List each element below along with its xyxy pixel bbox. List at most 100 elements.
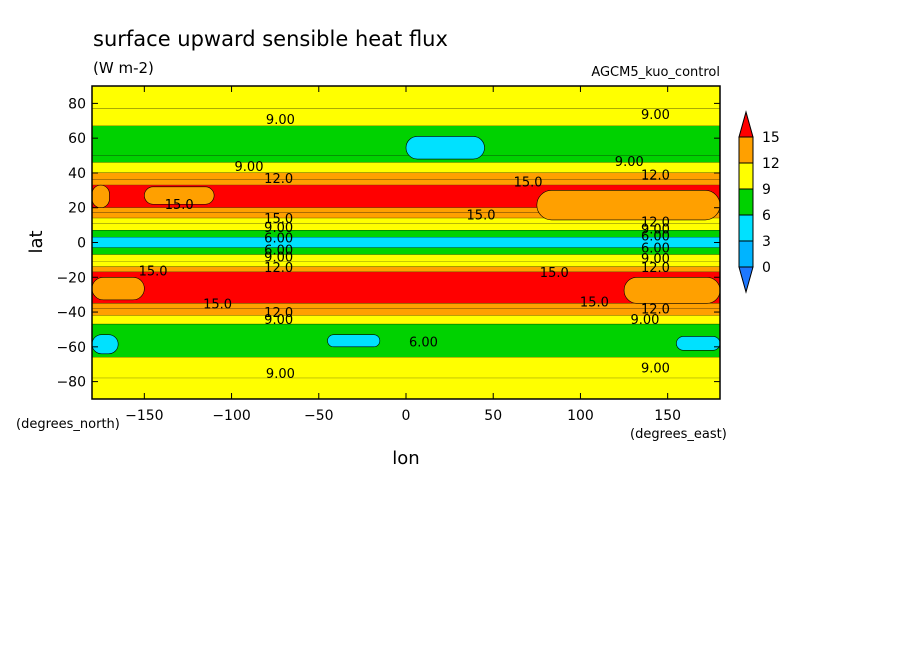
- lat-band: [92, 230, 720, 238]
- y-tick-label: −20: [56, 270, 86, 286]
- contour-label: 12.0: [641, 261, 670, 276]
- lat-band: [92, 261, 720, 267]
- regional-patch: [676, 336, 721, 351]
- colorbar-segment: [738, 188, 754, 216]
- y-tick-label: 40: [68, 166, 86, 182]
- y-tick-label: −60: [56, 340, 86, 356]
- colorbar-segment: [738, 136, 754, 164]
- y-axis-units: (degrees_north): [16, 417, 120, 432]
- colorbar-bottom-arrow: [738, 266, 754, 294]
- lat-band: [92, 357, 720, 379]
- colorbar-label: 0: [762, 260, 771, 276]
- lat-band: [92, 162, 720, 173]
- regional-patch: [91, 334, 119, 355]
- y-tick-label: 20: [68, 201, 86, 217]
- colorbar-segment: [738, 240, 754, 268]
- y-axis-label: lat: [26, 230, 47, 253]
- lat-band: [92, 308, 720, 316]
- colorbar-segment: [738, 214, 754, 242]
- colorbar-label: 6: [762, 208, 771, 224]
- plot-area: [91, 86, 721, 400]
- contour-label: 12.0: [264, 261, 293, 276]
- contour-label: 12.0: [641, 169, 670, 184]
- regional-patch: [536, 190, 721, 221]
- colorbar-label: 9: [762, 182, 771, 198]
- dataset-label: AGCM5_kuo_control: [591, 65, 720, 80]
- contour-label: 9.00: [266, 367, 295, 382]
- contour-label: 15.0: [203, 297, 232, 312]
- regional-patch: [91, 276, 145, 301]
- y-tick-label: 0: [77, 236, 86, 252]
- colorbar-label: 3: [762, 234, 771, 250]
- contour-label: 15.0: [540, 266, 569, 281]
- regional-patch: [327, 334, 381, 348]
- contour-label: 9.00: [264, 313, 293, 328]
- contour-label: 9.00: [266, 113, 295, 128]
- contour-label: 15.0: [264, 212, 293, 227]
- contour-label: 6.00: [264, 243, 293, 258]
- x-tick-label: −100: [212, 408, 250, 424]
- colorbar: 15 12 9 6 3 0: [738, 110, 780, 294]
- contour-label: 12.0: [641, 216, 670, 231]
- colorbar-segment: [738, 162, 754, 190]
- lat-band: [92, 108, 720, 126]
- contour-label: 15.0: [514, 176, 543, 191]
- lat-band: [92, 179, 720, 186]
- x-tick-label: 100: [567, 408, 594, 424]
- lat-band: [92, 378, 720, 399]
- y-tick-label: −40: [56, 305, 86, 321]
- contour-label: 9.00: [264, 221, 293, 236]
- regional-patch: [144, 186, 215, 205]
- y-tick-label: 60: [68, 131, 86, 147]
- lat-band: [92, 172, 720, 180]
- contour-label: 15.0: [165, 198, 194, 213]
- lat-band: [92, 237, 720, 248]
- x-axis-units: (degrees_east): [630, 427, 727, 442]
- chart-title: surface upward sensible heat flux: [93, 27, 448, 51]
- x-tick-label: −150: [125, 408, 163, 424]
- lat-band: [92, 247, 720, 255]
- x-tick-label: 0: [402, 408, 411, 424]
- contour-label: 12.0: [264, 306, 293, 321]
- regional-patch: [91, 184, 110, 209]
- chart-units: (W m-2): [93, 59, 154, 77]
- lat-band: [92, 207, 720, 213]
- lat-band: [92, 86, 720, 109]
- x-axis-label: lon: [392, 448, 419, 469]
- regional-patch: [623, 276, 721, 304]
- x-tick-label: −50: [304, 408, 334, 424]
- lat-band: [92, 266, 720, 273]
- lat-band: [92, 155, 720, 163]
- lat-band: [92, 272, 720, 304]
- lat-band: [92, 212, 720, 219]
- colorbar-label: 12: [762, 156, 780, 172]
- contour-label: 15.0: [139, 264, 168, 279]
- lat-band: [92, 324, 720, 358]
- colorbar-top-arrow: [738, 110, 754, 138]
- contour-label: 9.00: [235, 160, 264, 175]
- contour-label: 9.00: [264, 250, 293, 265]
- contour-label: 9.00: [631, 313, 660, 328]
- contour-label: 9.00: [615, 155, 644, 170]
- contour-label: 9.00: [641, 223, 670, 238]
- contour-label: 15.0: [580, 296, 609, 311]
- lat-band: [92, 254, 720, 262]
- contour-label: 9.00: [641, 362, 670, 377]
- x-tick-label: 50: [484, 408, 502, 424]
- x-axis: −150 −100 −50 0 50 100 150: [125, 86, 681, 424]
- contour-label: 6.00: [264, 231, 293, 246]
- contour-label: 15.0: [467, 209, 496, 224]
- contour-label: 6.00: [641, 242, 670, 257]
- colorbar-label: 15: [762, 130, 780, 146]
- lat-band: [92, 218, 720, 224]
- contour-label: 6.00: [409, 336, 438, 351]
- x-tick-label: 150: [654, 408, 681, 424]
- y-tick-label: 80: [68, 96, 86, 112]
- contour-label: 9.00: [641, 252, 670, 267]
- y-axis: 80 60 40 20 0 −20 −40 −60 −80: [56, 96, 720, 391]
- lat-band: [92, 125, 720, 156]
- y-tick-label: −80: [56, 375, 86, 391]
